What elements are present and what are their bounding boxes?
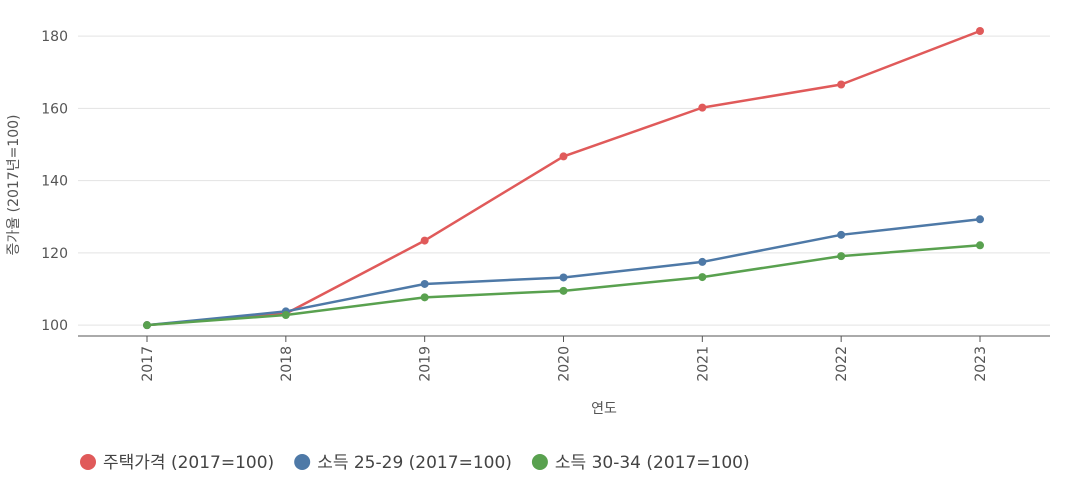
legend-marker (531, 454, 548, 470)
data-point[interactable] (698, 257, 707, 266)
x-tick-label: 2020 (557, 346, 573, 382)
y-axis-title: 증가율 (2017년=100) (6, 115, 22, 256)
data-point[interactable] (976, 241, 984, 250)
legend-label: 주택가격 (2017=100) (103, 453, 274, 473)
series-1 (143, 27, 984, 330)
x-tick-label: 2017 (140, 346, 156, 382)
data-point[interactable] (281, 311, 290, 320)
y-tick-label: 180 (41, 29, 68, 45)
data-point[interactable] (698, 273, 707, 282)
x-tick-label: 2019 (418, 346, 434, 382)
data-point[interactable] (559, 273, 568, 282)
data-point[interactable] (698, 103, 707, 112)
data-point[interactable] (559, 286, 568, 295)
legend: 주택가격 (2017=100) 소득 25-29 (2017=100) 소득 30-… (80, 453, 750, 473)
data-point[interactable] (837, 252, 846, 261)
y-tick-label: 100 (41, 318, 68, 334)
x-tick-label: 2023 (973, 346, 989, 382)
series-3 (143, 241, 984, 330)
legend-label: 소득 25-29 (2017=100) (317, 453, 512, 473)
y-tick-label: 140 (41, 174, 68, 190)
legend-marker (294, 454, 311, 470)
data-point[interactable] (420, 236, 429, 245)
data-point[interactable] (143, 321, 151, 330)
legend-item[interactable]: 소득 25-29 (2017=100) (294, 453, 512, 473)
x-tick-label: 2018 (279, 346, 295, 382)
data-point[interactable] (420, 293, 429, 302)
data-point[interactable] (837, 80, 846, 89)
x-tick-label: 2021 (695, 346, 711, 382)
data-point[interactable] (837, 230, 846, 239)
y-tick-label: 160 (41, 101, 68, 117)
x-tick-label: 2022 (834, 346, 850, 382)
data-point[interactable] (976, 27, 984, 36)
legend-item[interactable]: 소득 30-34 (2017=100) (531, 453, 750, 473)
series-2 (143, 215, 984, 330)
data-point[interactable] (420, 279, 429, 288)
series-line (145, 218, 982, 327)
legend-item[interactable]: 주택가격 (2017=100) (80, 453, 274, 473)
series-group (143, 27, 984, 330)
legend-label: 소득 30-34 (2017=100) (555, 453, 750, 473)
legend-marker (80, 454, 96, 470)
y-tick-label: 120 (41, 246, 68, 262)
data-point[interactable] (559, 152, 568, 161)
x-axis-title: 연도 (591, 401, 617, 417)
grid (78, 35, 1050, 326)
data-point[interactable] (976, 215, 984, 224)
axes: 100 120 140 160 180 2017 2018 2019 2020 2021 2022 2… (41, 29, 1050, 382)
